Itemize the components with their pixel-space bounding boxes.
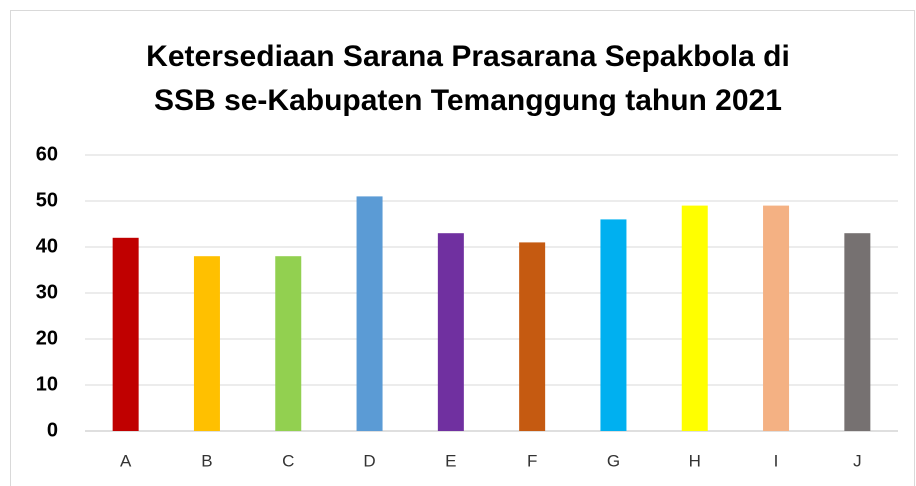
bar (193, 256, 220, 431)
bar (681, 205, 708, 431)
x-tick-label: F (527, 451, 537, 470)
x-tick-label: C (282, 451, 294, 470)
x-tick-label: A (120, 451, 132, 470)
x-tick-label: I (774, 451, 779, 470)
bar (844, 233, 871, 431)
x-tick-label: B (201, 451, 212, 470)
y-tick-label: 30 (36, 281, 58, 303)
y-tick-label: 10 (36, 373, 58, 395)
chart-title: Ketersediaan Sarana Prasarana Sepakbola … (146, 40, 790, 73)
x-tick-label: G (607, 451, 620, 470)
y-tick-label: 20 (36, 327, 58, 349)
bar (519, 242, 546, 431)
y-tick-label: 60 (36, 143, 58, 165)
y-tick-label: 50 (36, 189, 58, 211)
x-tick-label: D (363, 451, 375, 470)
x-tick-label: H (689, 451, 701, 470)
bar (763, 205, 790, 431)
x-tick-label: J (853, 451, 862, 470)
y-tick-label: 0 (47, 419, 58, 441)
bar (600, 219, 627, 431)
bar (275, 256, 302, 431)
chart-title: SSB se-Kabupaten Temanggung tahun 2021 (154, 84, 782, 117)
bar (437, 233, 464, 431)
bar (356, 196, 383, 431)
x-tick-label: E (445, 451, 456, 470)
bar (112, 237, 139, 431)
y-tick-label: 40 (36, 235, 58, 257)
